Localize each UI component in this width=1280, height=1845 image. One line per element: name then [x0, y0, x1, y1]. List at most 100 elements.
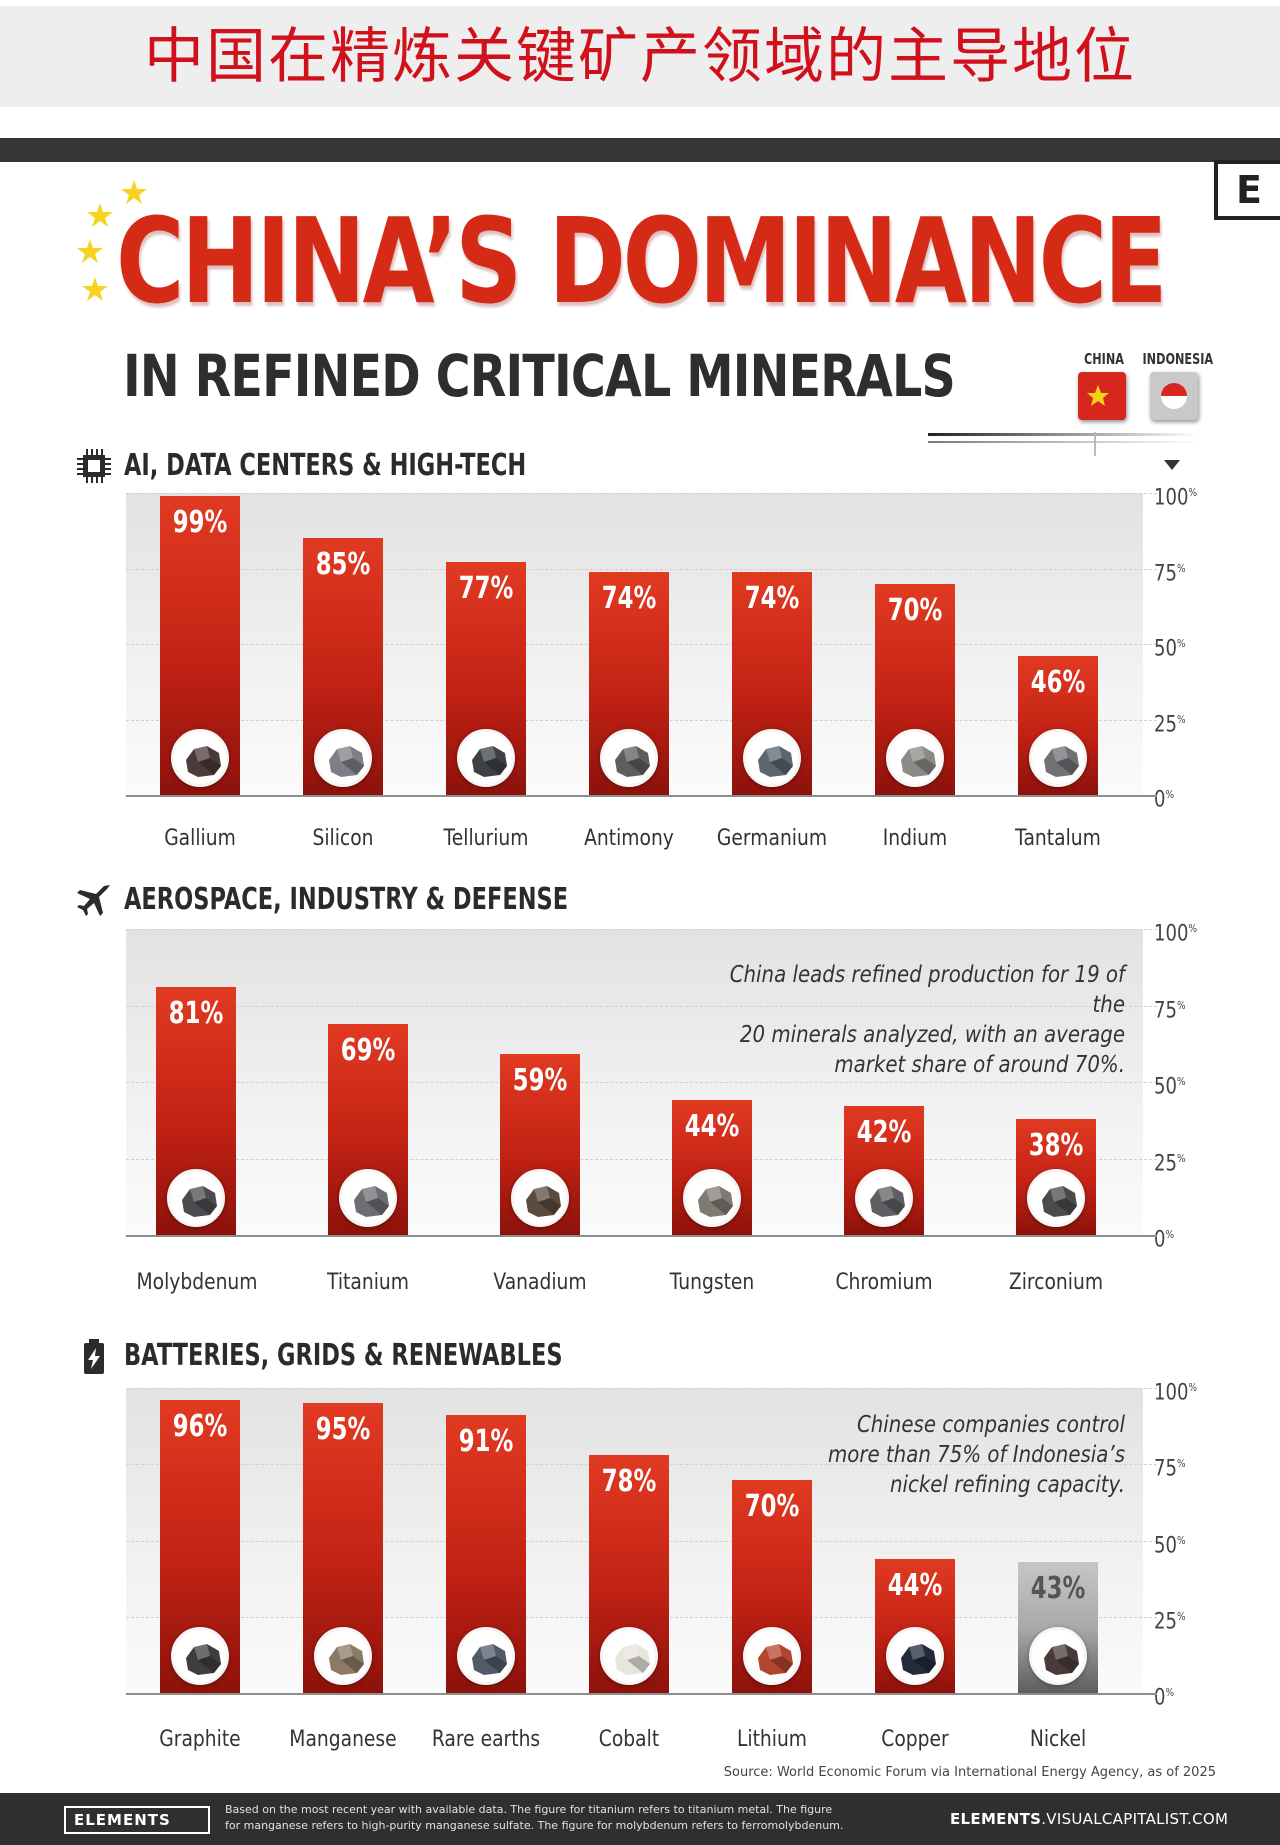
value-label: 95% — [315, 1412, 371, 1448]
y-tick-label: 0% — [1154, 1685, 1175, 1711]
cobalt-mineral-icon — [600, 1627, 658, 1685]
chart-baseline — [126, 1235, 1157, 1237]
value-label: 38% — [1028, 1127, 1084, 1163]
category-label: Germanium — [716, 826, 828, 851]
category-label: Tellurium — [443, 826, 529, 851]
y-tick-label: 75% — [1154, 560, 1186, 586]
y-tick-label: 50% — [1154, 1532, 1186, 1558]
value-label: 77% — [458, 571, 514, 607]
y-tick-label: 100% — [1154, 1380, 1198, 1406]
antimony-mineral-icon — [600, 729, 658, 787]
category-label: Zirconium — [1008, 1270, 1104, 1295]
value-label: 81% — [168, 996, 224, 1032]
gridline — [126, 929, 1157, 930]
category-label: Graphite — [159, 1727, 241, 1752]
chart-annotation: China leads refined production for 19 of… — [729, 960, 1125, 1080]
germanium-mineral-icon — [743, 729, 801, 787]
annotation-line: more than 75% of Indonesia’s — [827, 1442, 1125, 1468]
chip-icon — [74, 446, 114, 486]
value-label: 78% — [601, 1464, 657, 1500]
value-label: 91% — [458, 1424, 514, 1460]
category-label: Molybdenum — [136, 1270, 258, 1295]
category-label: Chromium — [835, 1270, 933, 1295]
chinese-title-banner — [0, 6, 1280, 107]
footer-elements-logo: ELEMENTS — [64, 1806, 210, 1834]
gridline — [126, 1388, 1157, 1389]
china-flag-icon — [1078, 372, 1126, 420]
chart-baseline — [126, 1693, 1157, 1695]
value-label: 43% — [1030, 1570, 1086, 1606]
category-label: Tungsten — [669, 1270, 755, 1295]
indonesia-flag-icon — [1150, 372, 1198, 420]
silicon-mineral-icon — [314, 729, 372, 787]
category-label: Antimony — [584, 826, 674, 851]
y-tick-label: 100% — [1154, 921, 1198, 947]
value-label: 59% — [512, 1063, 568, 1099]
tellurium-mineral-icon — [457, 729, 515, 787]
gallium-mineral-icon — [171, 729, 229, 787]
y-tick-label: 0% — [1154, 1227, 1175, 1253]
legend-label-china: CHINA — [1084, 350, 1124, 368]
battery-icon — [74, 1336, 114, 1376]
value-label: 44% — [684, 1109, 740, 1145]
section-title: BATTERIES, GRIDS & RENEWABLES — [124, 1338, 563, 1373]
value-label: 42% — [856, 1115, 912, 1151]
value-label: 74% — [601, 580, 657, 616]
main-title: CHINA’S DOMINANCE — [116, 192, 1168, 330]
molybdenum-mineral-icon — [167, 1169, 225, 1227]
chart-annotation: Chinese companies control more than 75% o… — [729, 1410, 1125, 1500]
y-tick-label: 50% — [1154, 1074, 1186, 1100]
down-arrow-icon — [1164, 460, 1180, 470]
nickel-mineral-icon — [1029, 1627, 1087, 1685]
subtitle: IN REFINED CRITICAL MINERALS — [123, 342, 956, 410]
gridline — [126, 1005, 1157, 1007]
category-label: Tantalum — [1015, 826, 1101, 851]
value-label: 70% — [887, 592, 943, 628]
y-tick-label: 25% — [1154, 711, 1186, 737]
category-label: Lithium — [736, 1727, 808, 1752]
footer-site-link[interactable]: ELEMENTS.VISUALCAPITALIST.COM — [950, 1810, 1228, 1828]
annotation-line: market share of around 70%. — [834, 1052, 1125, 1078]
footer-site-rest: .VISUALCAPITALIST.COM — [1041, 1810, 1229, 1828]
lithium-mineral-icon — [743, 1627, 801, 1685]
category-label: Copper — [881, 1727, 949, 1752]
vanadium-mineral-icon — [511, 1169, 569, 1227]
value-label: 96% — [172, 1409, 228, 1445]
graphite-mineral-icon — [171, 1627, 229, 1685]
zirconium-mineral-icon — [1027, 1169, 1085, 1227]
category-label: Titanium — [327, 1270, 409, 1295]
copper-mineral-icon — [886, 1627, 944, 1685]
footer-site-bold: ELEMENTS — [950, 1810, 1042, 1828]
annotation-line: China leads refined production for 19 of… — [729, 962, 1125, 1018]
value-label: 85% — [315, 547, 371, 583]
indium-mineral-icon — [886, 729, 944, 787]
category-label: Nickel — [1029, 1727, 1087, 1752]
section-title: AEROSPACE, INDUSTRY & DEFENSE — [124, 882, 569, 917]
chart-baseline — [126, 795, 1157, 797]
category-label: Rare earths — [431, 1727, 541, 1752]
value-label: 69% — [340, 1032, 396, 1068]
gridline — [126, 493, 1157, 494]
chinese-title: 中国在精炼关键矿产领域的主导地位 — [144, 22, 1136, 92]
value-label: 44% — [887, 1567, 943, 1603]
gridline — [126, 1158, 1157, 1160]
section-title: AI, DATA CENTERS & HIGH-TECH — [124, 448, 527, 483]
annotation-line: Chinese companies control — [856, 1412, 1125, 1438]
elements-logo-badge: E — [1214, 160, 1280, 220]
gridline — [126, 568, 1157, 570]
tungsten-mineral-icon — [683, 1169, 741, 1227]
tantalum-mineral-icon — [1029, 729, 1087, 787]
chromium-mineral-icon — [855, 1169, 913, 1227]
y-tick-label: 50% — [1154, 636, 1186, 662]
category-label: Cobalt — [598, 1727, 660, 1752]
footer-bar — [0, 1793, 1280, 1845]
y-tick-label: 100% — [1154, 485, 1198, 511]
airplane-icon — [74, 880, 114, 920]
rare-earths-mineral-icon — [457, 1627, 515, 1685]
footer-methodology-note: Based on the most recent year with avail… — [225, 1803, 844, 1832]
source-note: Source: World Economic Forum via Interna… — [723, 1765, 1216, 1780]
value-label: 99% — [172, 505, 228, 541]
annotation-line: nickel refining capacity. — [889, 1472, 1125, 1498]
titanium-mineral-icon — [339, 1169, 397, 1227]
manganese-mineral-icon — [314, 1627, 372, 1685]
